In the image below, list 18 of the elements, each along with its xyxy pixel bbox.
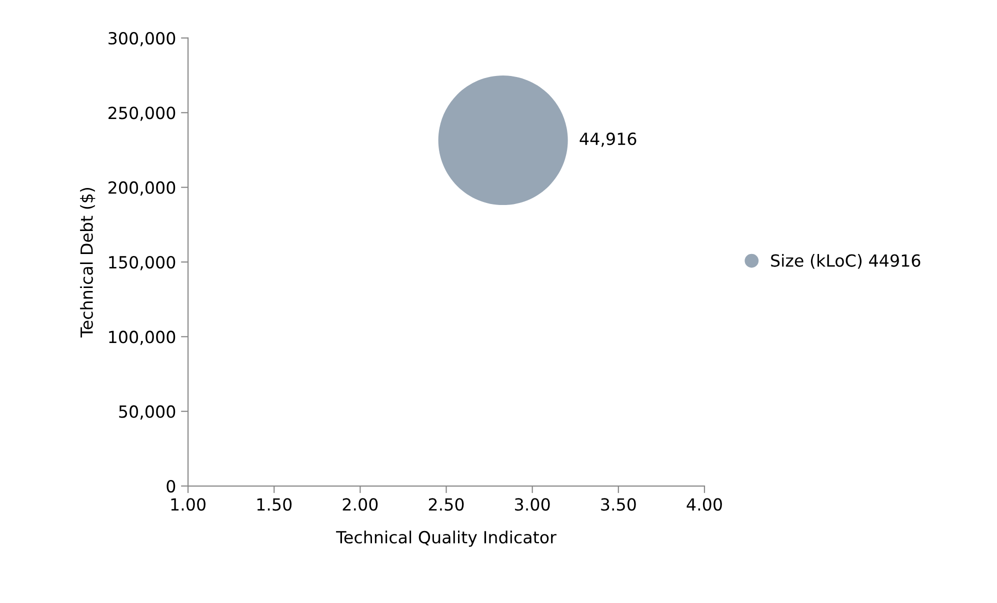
y-tick-label: 0 bbox=[166, 480, 176, 493]
x-tick-label: 1.50 bbox=[257, 498, 292, 511]
x-tick-label: 2.00 bbox=[342, 498, 378, 511]
y-axis-title: Technical Debt ($) bbox=[80, 188, 96, 338]
annotation: 44,916 bbox=[580, 132, 636, 147]
y-tick-label: 50,000 bbox=[119, 405, 176, 420]
y-tick-label: 300,000 bbox=[108, 32, 176, 46]
x-axis-title: Technical Quality Indicator bbox=[336, 530, 556, 547]
x-tick-label: 1.00 bbox=[171, 498, 206, 511]
y-tick-label: 250,000 bbox=[108, 106, 176, 121]
y-tick-label: 200,000 bbox=[108, 181, 176, 196]
legend-label: Size (kLoC) 44916 bbox=[771, 254, 920, 269]
y-tick-label: 100,000 bbox=[109, 330, 176, 345]
x-tick-label: 3.00 bbox=[515, 498, 550, 511]
y-tick-label: 150,000 bbox=[109, 256, 176, 270]
x-tick-label: 2.50 bbox=[428, 498, 464, 511]
x-tick-label: 4.00 bbox=[686, 498, 722, 511]
x-tick-label: 3.50 bbox=[601, 498, 636, 511]
